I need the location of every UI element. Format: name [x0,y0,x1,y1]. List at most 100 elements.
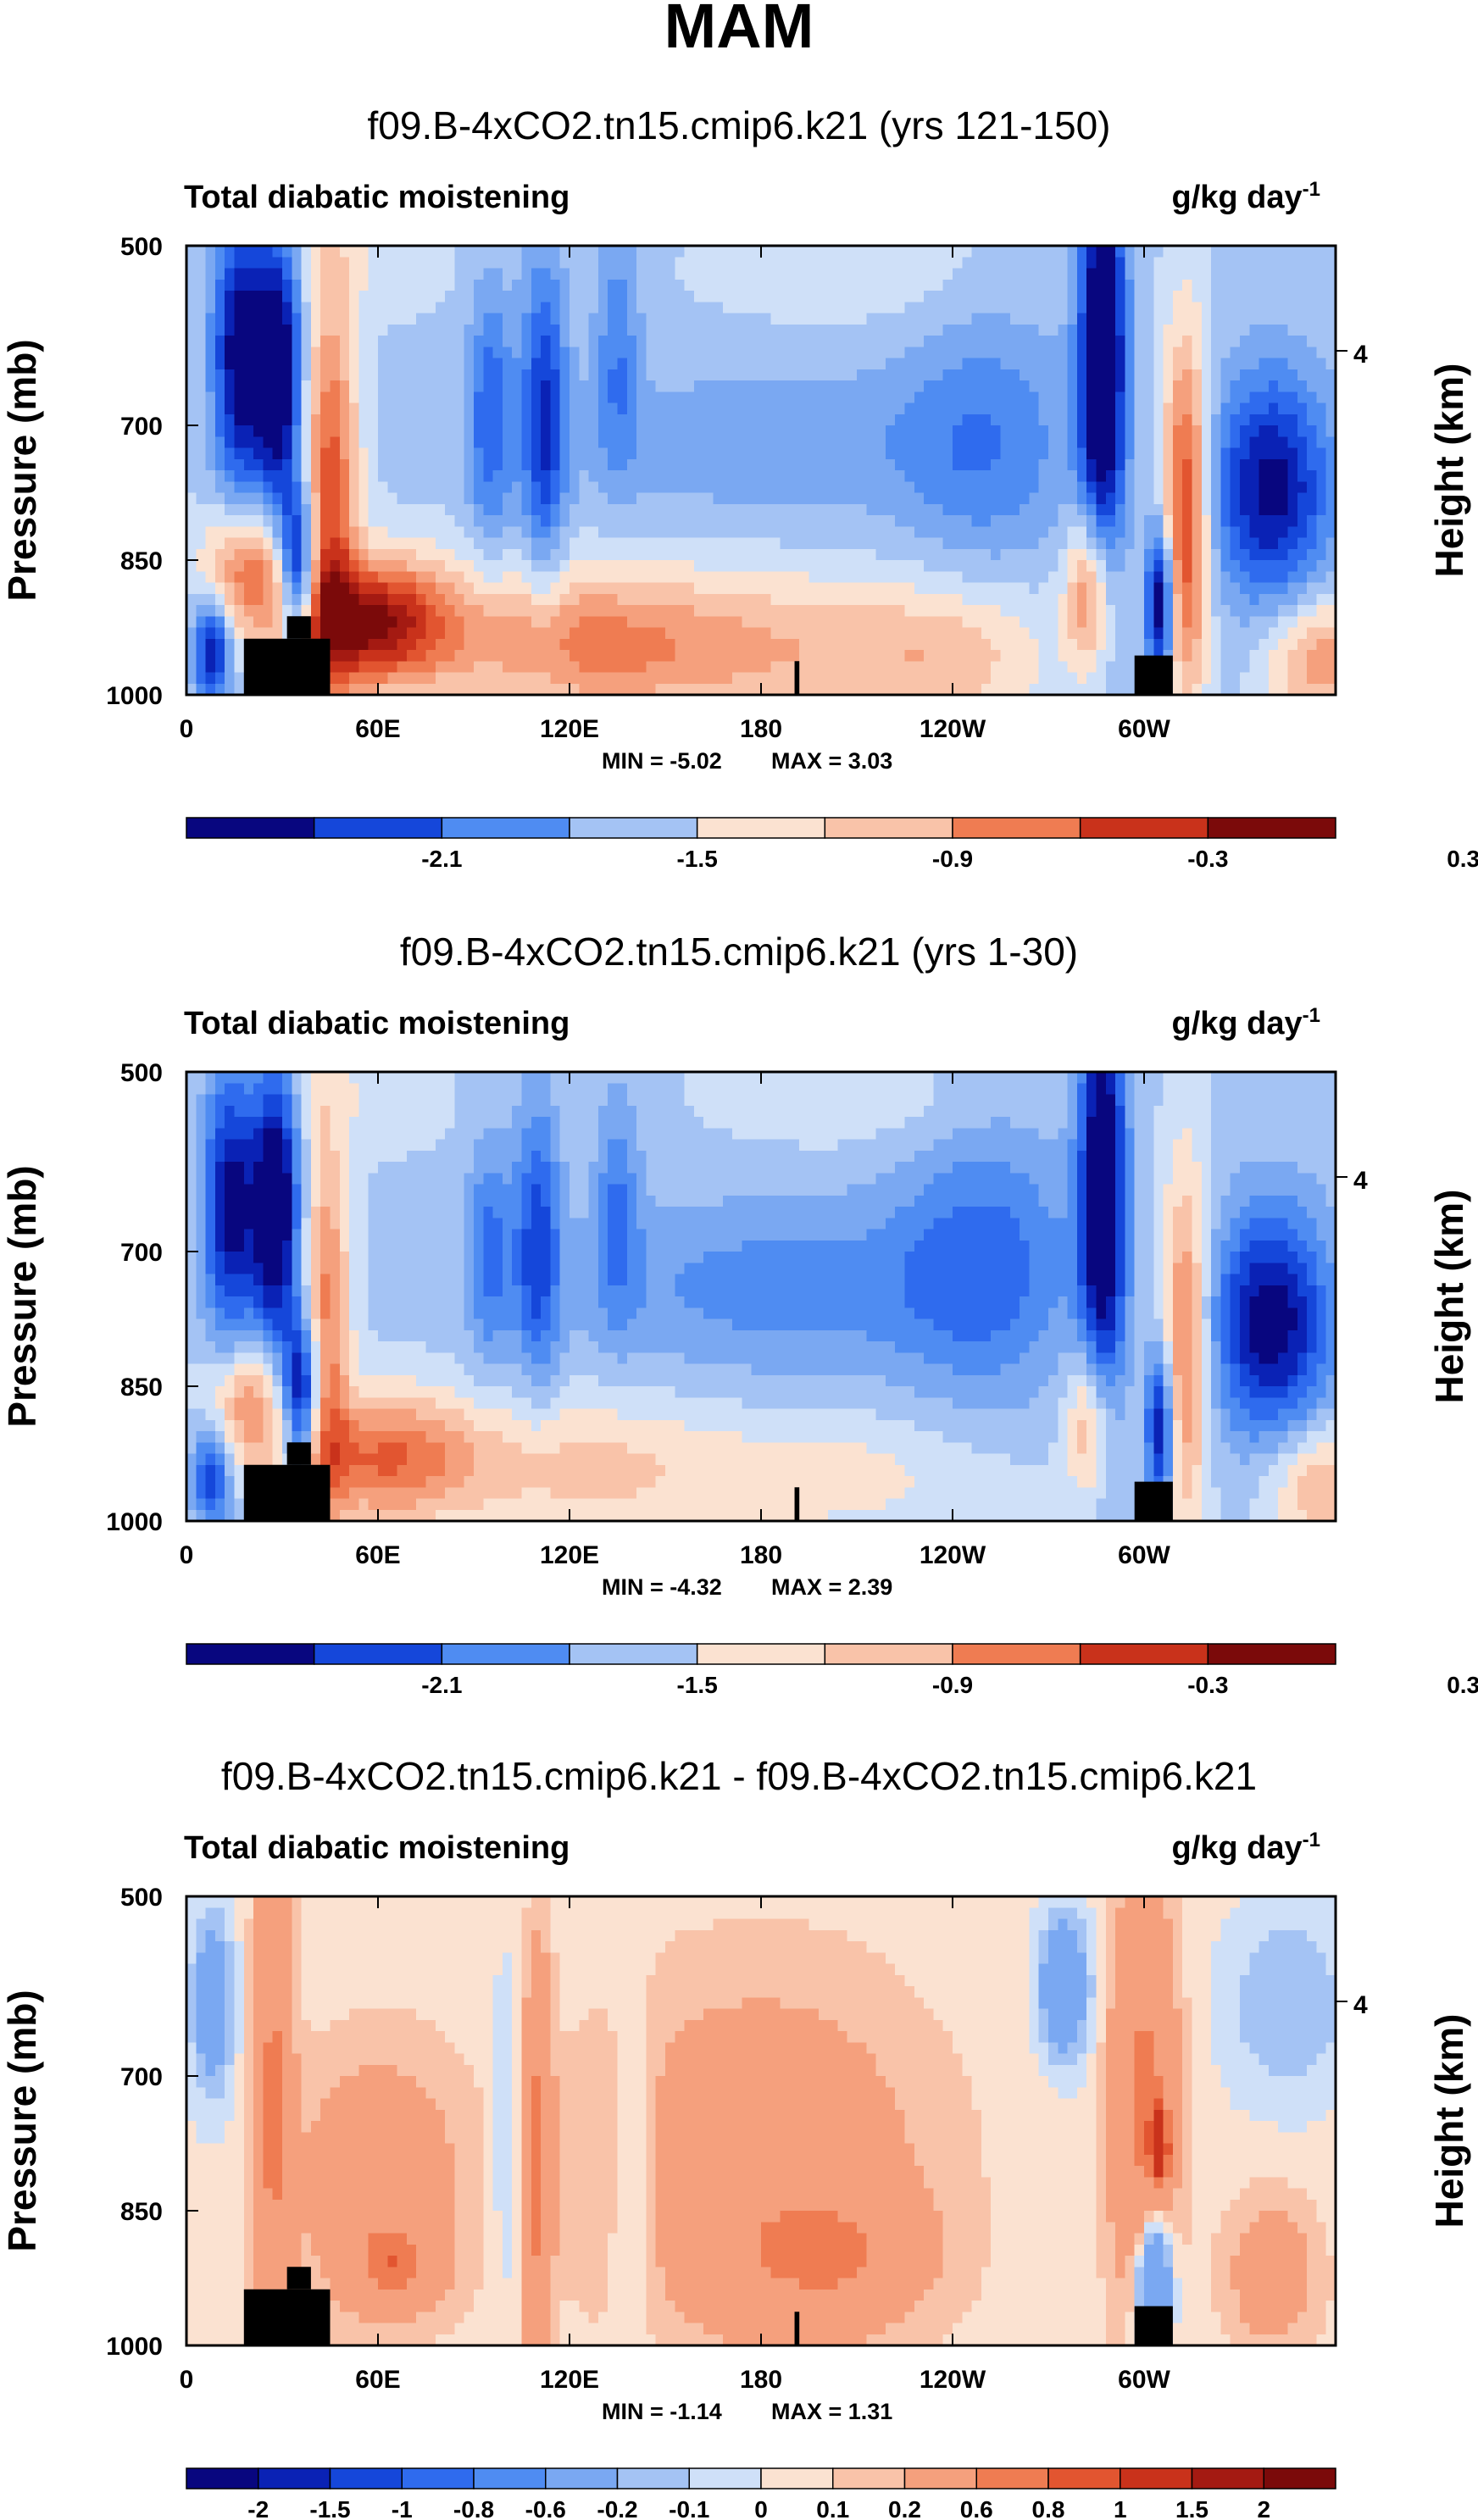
panel-3-cell [1240,2233,1308,2245]
panel-2-cell [301,1285,312,1297]
panel-1-cell [1067,605,1078,617]
panel-2-cell [263,1094,283,1107]
panel-2-cell [282,1240,292,1252]
panel-1-cell [1220,414,1231,426]
panel-2-cell [1182,1487,1192,1499]
panel-1-cell [1278,402,1308,415]
panel-2-cell [253,1173,292,1185]
panel-1-cell [243,627,283,640]
panel-2-cell [608,1207,628,1218]
panel-1-cell [579,492,608,505]
panel-1-cell [339,336,350,347]
panel-2-cell [1172,1218,1192,1229]
panel-1-cell [234,683,245,695]
panel-1-cell [1201,414,1212,426]
panel-1-cell [263,458,283,471]
panel-2-cell [1163,1408,1174,1421]
panel-2-cell [1230,1374,1241,1387]
panel-1-cell [770,313,867,325]
panel-2-cell [559,1229,599,1241]
panel-1-cell [464,616,532,628]
panel-2-cell [292,1094,302,1107]
panel-2-cell [1297,1307,1308,1319]
panel-1-cell [301,380,312,392]
panel-1-cell [320,402,341,415]
panel-3-cell [1307,2233,1326,2245]
panel-2-cell [1211,1195,1221,1207]
panel-2-cell [483,1218,503,1229]
panel-1-cell [541,402,551,415]
panel-1-cell [1067,560,1078,572]
panel-3-cell [1220,2076,1336,2088]
panel-2-cell [464,1252,475,1263]
panel-1-cell [1287,627,1308,640]
panel-3-cell [1211,2244,1241,2256]
panel-3-cell [214,2064,225,2077]
panel-3-cell [655,2199,934,2212]
panel-2-cell [1287,1285,1298,1297]
panel-1-cell [339,503,350,516]
panel-3-cell [1182,2121,1192,2133]
panel-1-cell [1230,537,1241,550]
panel-2-cell [1192,1341,1203,1353]
panel-2-cell [1230,1252,1241,1263]
panel-1-cell [1125,481,1135,493]
panel-1-cell [339,391,350,403]
panel-2-cell [196,1431,216,1443]
panel-3-cell [1287,2211,1317,2223]
panel-2-cell [186,1408,206,1421]
panel-3-cell [521,1918,551,1931]
panel-2-cell [1086,1162,1116,1174]
panel-1-cell [1125,246,1135,258]
panel-1-cell [1038,638,1058,651]
panel-1-cell [320,369,341,381]
panel-3-cell [1115,2233,1135,2245]
panel-3-cell [1211,2278,1231,2290]
panel-3-cell [1259,1941,1317,1953]
panel-1-cell [531,560,560,572]
panel-2-cell [570,1329,589,1342]
panel-1-cell [1211,391,1221,403]
panel-1-cell [186,302,206,314]
panel-1-cell [320,313,350,325]
panel-1-cell [310,481,321,493]
panel-2-cell [368,1252,464,1263]
panel-1-cell [301,347,312,358]
panel-3-cell [454,2199,484,2212]
panel-3-colorbar-label: -0.6 [525,2496,566,2520]
panel-2-cell [282,1150,292,1163]
panel-2-cell [214,1162,225,1174]
panel-2-cell [1230,1184,1326,1196]
panel-1-cell [282,548,292,561]
panel-2-cell [301,1274,312,1286]
panel-1-cell [186,627,197,640]
panel-1-cell [502,358,532,370]
panel-2-cell [253,1240,283,1252]
panel-1-cell [521,268,532,280]
panel-2-field-label: Total diabatic moistening [184,1006,570,1041]
panel-1-cell [1172,537,1183,550]
panel-1-cell [272,526,283,538]
panel-2-cell [626,1274,647,1286]
panel-2-cell [282,1386,292,1398]
panel-1-cell [1144,560,1154,572]
panel-1-cell [358,593,388,606]
panel-1-cell [301,336,312,347]
panel-2-cell [320,1285,331,1297]
panel-3-colorbar-box [1191,2467,1264,2489]
panel-2-cell [904,1117,992,1129]
panel-1-cell [991,458,1039,471]
panel-2-cell [1325,1184,1336,1196]
panel-2-cell [675,1274,905,1286]
panel-1-cell [1134,313,1154,325]
panel-3-cell [512,2076,522,2088]
panel-2-cell [1211,1094,1336,1107]
panel-2-cell [1144,1442,1154,1454]
panel-2-cell [292,1296,302,1308]
panel-2-cell [550,1117,560,1129]
panel-1-cell [1307,481,1317,493]
panel-2-x-tick-labels: 0 60E 120E 180 120W 60W [180,1541,1171,1569]
panel-3-cell [559,1952,656,1964]
panel-1-cell [1153,279,1183,291]
panel-2-cell [684,1263,905,1274]
